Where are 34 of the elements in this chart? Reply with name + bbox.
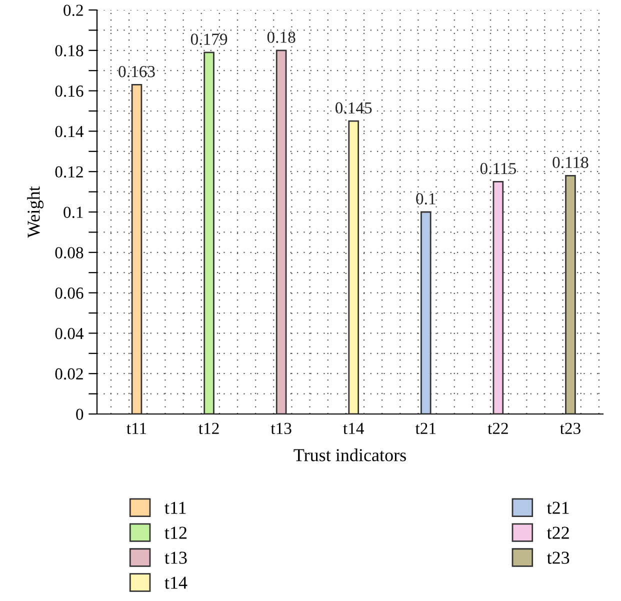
y-tick-label: 0.08: [55, 247, 84, 258]
y-tick-label: 0.14: [55, 126, 84, 138]
y-tick-label: 0.18: [55, 45, 84, 56]
data-label: 0.163: [118, 66, 155, 78]
data-label: 0.18: [267, 32, 296, 43]
legend-label: t11: [164, 502, 186, 514]
legend-label: t14: [164, 576, 188, 589]
y-tick-label: 0.2: [64, 4, 83, 16]
x-tick-label: t22: [488, 422, 508, 434]
y-tick-label: 0: [76, 408, 84, 420]
y-axis-title: Weight: [27, 186, 44, 238]
y-tick-label: 0.16: [55, 86, 84, 97]
legend-label: t21: [546, 502, 569, 514]
data-label: 0.1: [416, 193, 436, 205]
y-tick-label: 0.12: [55, 166, 83, 178]
x-tick-label: t11: [126, 422, 146, 434]
y-tick-label: 0.1: [64, 206, 83, 218]
x-tick-label: t12: [198, 422, 219, 434]
x-tick-label: t21: [415, 422, 436, 434]
legend-label: t13: [164, 552, 187, 564]
y-tick-label: 0.06: [55, 288, 84, 299]
data-label: 0.118: [552, 156, 588, 168]
data-label: 0.115: [480, 162, 516, 174]
data-label: 0.179: [190, 34, 228, 45]
y-tick-label: 0.02: [55, 368, 83, 380]
x-axis-title: Trust indicators: [294, 448, 406, 462]
legend-label: t12: [164, 526, 187, 539]
data-label: 0.145: [336, 102, 372, 114]
legend-label: t22: [546, 526, 569, 539]
legend-label: t23: [546, 552, 570, 564]
x-tick-label: t13: [270, 422, 292, 434]
x-tick-label: t14: [343, 422, 364, 434]
y-tick-label: 0.04: [55, 328, 84, 340]
x-tick-label: t23: [560, 422, 580, 434]
